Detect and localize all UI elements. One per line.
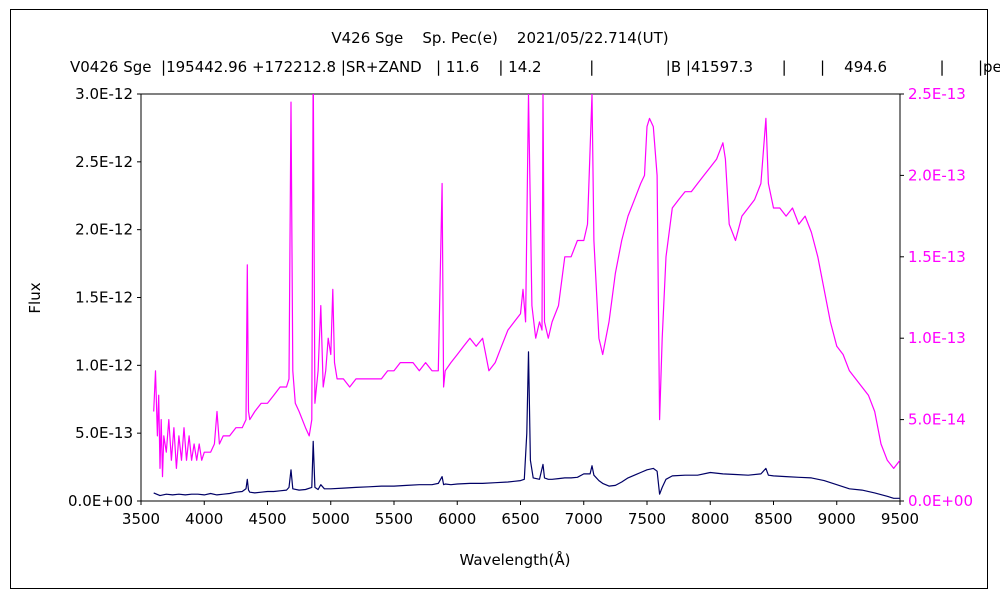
y-tick-labels-right: 0.0E+00 5.0E-14 1.0E-13 1.5E-13 2.0E-13 2.5E-…: [908, 85, 973, 510]
x-tick-label: 6000: [438, 510, 476, 528]
y-tick-label-right: 2.5E-13: [908, 85, 966, 103]
x-tick-label: 8500: [754, 510, 792, 528]
y-tick-label-left: 0.0E+00: [68, 492, 133, 510]
y-tick-label-left: 5.0E-13: [75, 424, 133, 442]
x-tick-labels: 3500 4000 4500 5000 5500 6000 6500 7000 7500 8000…: [122, 510, 919, 528]
chart-subtitle: V0426 Sge |195442.96 +172212.8 |SR+ZAND …: [70, 58, 1000, 76]
series-group: [153, 94, 900, 499]
y-tick-label-right: 1.5E-13: [908, 248, 966, 266]
series-line-left-axis: [153, 351, 900, 499]
x-tick-label: 9000: [818, 510, 856, 528]
y-tick-label-left: 3.0E-12: [75, 85, 133, 103]
y-tick-label-right: 5.0E-14: [908, 411, 966, 429]
x-tick-label: 7500: [628, 510, 666, 528]
y-tick-label-right: 2.0E-13: [908, 166, 966, 184]
x-tick-label: 7000: [565, 510, 603, 528]
x-tick-label: 3500: [122, 510, 160, 528]
x-tick-label: 5000: [312, 510, 350, 528]
y-axis-label: Flux: [26, 282, 44, 313]
y-tick-label-right: 0.0E+00: [908, 492, 973, 510]
x-tick-label: 9500: [881, 510, 919, 528]
y-tick-label-left: 1.0E-12: [75, 356, 133, 374]
x-tick-label: 8000: [691, 510, 729, 528]
chart-title: V426 Sge Sp. Pec(e) 2021/05/22.714(UT): [331, 29, 668, 47]
x-axis-label: Wavelength(Å): [460, 550, 571, 569]
x-tick-label: 5500: [375, 510, 413, 528]
series-line-right-axis: [153, 94, 900, 478]
axis-ticks: [137, 93, 904, 505]
x-tick-label: 4000: [185, 510, 223, 528]
x-tick-label: 4500: [248, 510, 286, 528]
y-tick-labels-left: 0.0E+00 5.0E-13 1.0E-12 1.5E-12 2.0E-12 2.5E-…: [68, 85, 133, 510]
x-tick-label: 6500: [501, 510, 539, 528]
y-tick-label-left: 2.5E-12: [75, 153, 133, 171]
y-tick-label-right: 1.0E-13: [908, 329, 966, 347]
plot-area: [140, 93, 901, 502]
y-tick-label-left: 2.0E-12: [75, 221, 133, 239]
y-tick-label-left: 1.5E-12: [75, 289, 133, 307]
chart-frame: [10, 9, 988, 589]
